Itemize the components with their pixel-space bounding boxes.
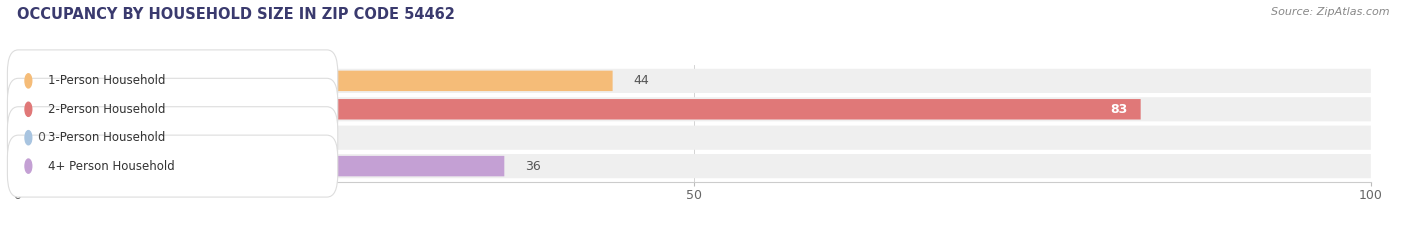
Text: OCCUPANCY BY HOUSEHOLD SIZE IN ZIP CODE 54462: OCCUPANCY BY HOUSEHOLD SIZE IN ZIP CODE …	[17, 7, 454, 22]
FancyBboxPatch shape	[17, 71, 613, 91]
Text: 83: 83	[1109, 103, 1128, 116]
FancyBboxPatch shape	[7, 135, 337, 197]
Circle shape	[25, 102, 32, 116]
FancyBboxPatch shape	[7, 50, 337, 112]
FancyBboxPatch shape	[17, 99, 1140, 120]
Text: Source: ZipAtlas.com: Source: ZipAtlas.com	[1271, 7, 1389, 17]
Text: 3-Person Household: 3-Person Household	[48, 131, 166, 144]
FancyBboxPatch shape	[7, 107, 337, 169]
FancyBboxPatch shape	[17, 126, 1371, 150]
Circle shape	[25, 130, 32, 145]
FancyBboxPatch shape	[17, 97, 1371, 121]
FancyBboxPatch shape	[17, 154, 1371, 178]
Text: 44: 44	[633, 74, 648, 87]
Circle shape	[25, 159, 32, 173]
FancyBboxPatch shape	[17, 156, 505, 176]
Text: 1-Person Household: 1-Person Household	[48, 74, 166, 87]
FancyBboxPatch shape	[17, 69, 1371, 93]
Text: 2-Person Household: 2-Person Household	[48, 103, 166, 116]
Circle shape	[25, 74, 32, 88]
Text: 36: 36	[524, 160, 540, 173]
Text: 0: 0	[37, 131, 45, 144]
FancyBboxPatch shape	[7, 78, 337, 140]
Text: 4+ Person Household: 4+ Person Household	[48, 160, 174, 173]
